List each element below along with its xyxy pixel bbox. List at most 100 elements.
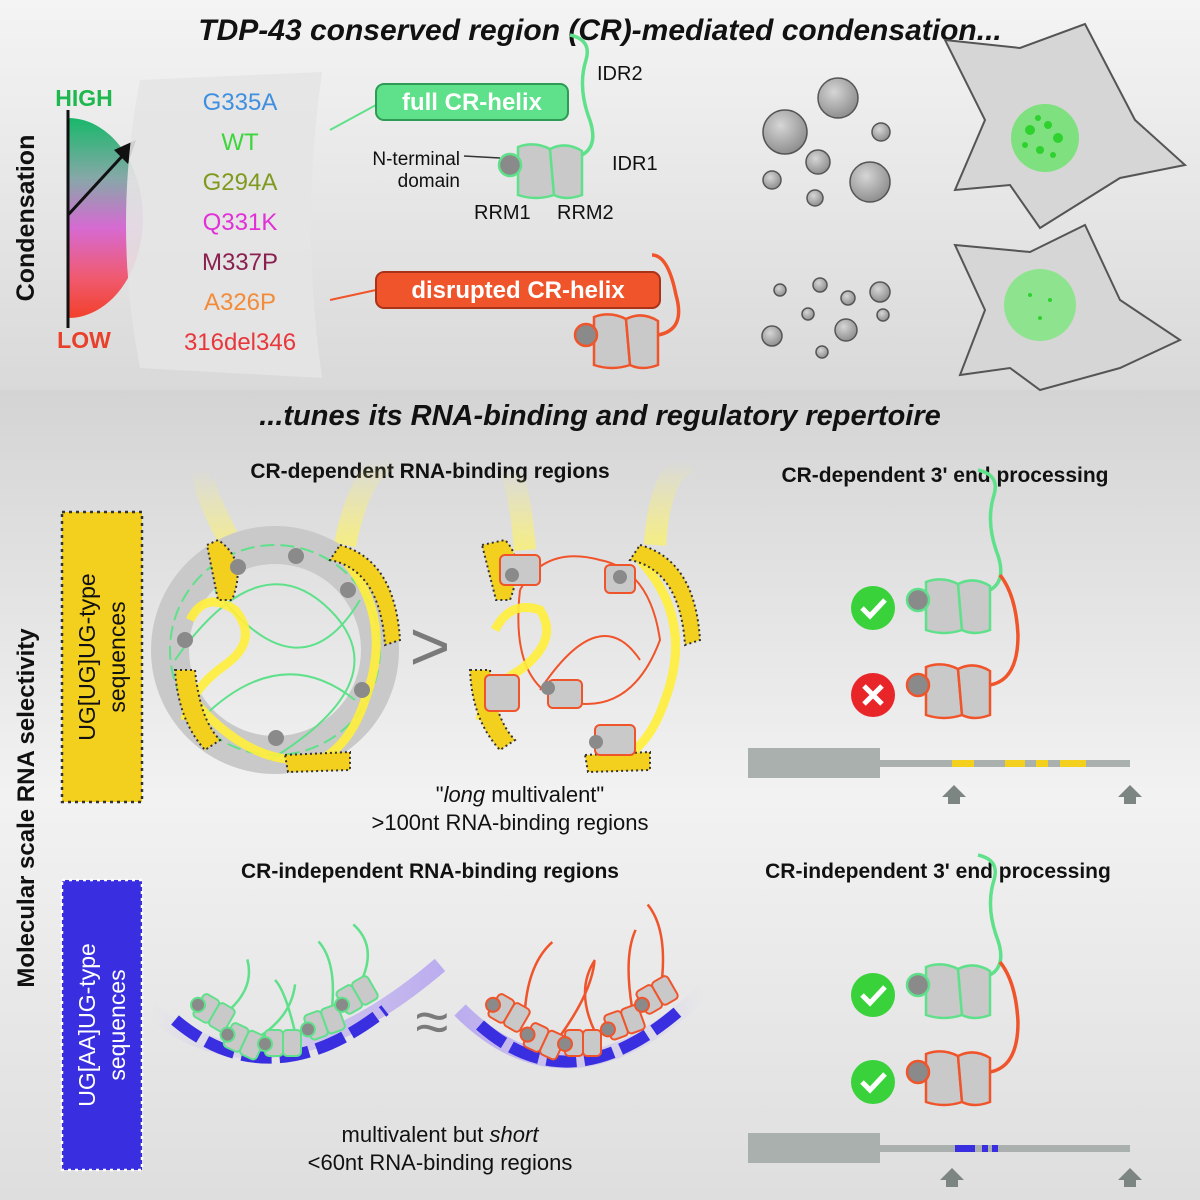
long-caption-italic: long <box>444 782 486 807</box>
focus <box>1036 146 1044 154</box>
tdp43-protein <box>905 573 1020 720</box>
ug-box-line2: sequences <box>104 601 130 712</box>
focus <box>1044 121 1052 129</box>
disrupted-connector <box>329 289 377 301</box>
ug-box-line1: UG[UG]UG-type <box>74 573 100 740</box>
full-connector <box>329 104 377 131</box>
dep-binding-title: CR-dependent RNA-binding regions <box>250 460 609 483</box>
protein-models-right <box>905 468 1020 1107</box>
full-helix-label: full CR-helix <box>402 89 543 116</box>
variant-list: G335A WT G294A Q331K M337P A326P 316del346 <box>184 89 296 356</box>
droplet <box>817 77 859 119</box>
color-wheel <box>68 118 143 318</box>
long-caption-2: >100nt RNA-binding regions <box>371 810 648 835</box>
nucleus-low <box>1004 269 1076 341</box>
condensation-axis-label: Condensation <box>12 135 40 302</box>
nterm-label-1: N-terminal <box>372 149 460 170</box>
rrm-pair <box>219 984 297 1061</box>
tdp43-protein <box>905 960 1020 1107</box>
variant-label: 316del346 <box>184 329 296 356</box>
long-caption-rest: multivalent" <box>485 782 604 807</box>
approx-symbol: ≈ <box>416 988 449 1055</box>
droplet <box>871 122 891 142</box>
idr2-label: IDR2 <box>597 63 643 85</box>
ug-box <box>60 510 144 804</box>
low-label: LOW <box>57 327 111 353</box>
nterm-label-2: domain <box>398 171 460 192</box>
focus <box>1050 152 1056 158</box>
aa-box-line1: UG[AA]UG-type <box>74 943 100 1107</box>
short-caption-2: <60nt RNA-binding regions <box>308 1150 573 1175</box>
aa-box <box>60 878 144 1172</box>
focus <box>1038 316 1042 320</box>
droplet <box>840 290 856 306</box>
disrupted-helix-label: disrupted CR-helix <box>411 277 625 304</box>
indep-binding-title: CR-independent RNA-binding regions <box>241 860 619 883</box>
pas-arrow-icon <box>942 785 966 804</box>
variant-label: Q331K <box>203 209 278 236</box>
tdp43-protein <box>497 33 595 200</box>
focus <box>1025 125 1035 135</box>
droplet <box>834 318 858 342</box>
aa-box-line2: sequences <box>104 969 130 1080</box>
rrm-pair <box>485 941 554 1033</box>
check-icon <box>851 973 895 1017</box>
rrm-pair <box>190 959 251 1033</box>
high-label: HIGH <box>55 85 113 111</box>
check-icon <box>851 586 895 630</box>
axis-arrow <box>66 150 128 217</box>
pas-arrow-icon <box>940 1168 964 1187</box>
short-caption-lead: multivalent but <box>342 1122 490 1147</box>
droplet-group <box>761 77 891 359</box>
droplet <box>876 308 890 322</box>
variant-label: M337P <box>202 249 278 276</box>
protein-models-top <box>497 33 681 370</box>
gene-model-ug <box>748 748 1142 804</box>
bottom-panel-bg <box>0 390 1200 1200</box>
variant-label: A326P <box>204 289 276 316</box>
droplet <box>806 189 824 207</box>
droplet <box>762 109 808 155</box>
focus <box>1022 142 1028 148</box>
droplet <box>761 325 783 347</box>
green-condensate <box>151 449 402 774</box>
droplet <box>849 161 891 203</box>
droplet <box>869 281 891 303</box>
rrm1-label: RRM1 <box>474 202 531 224</box>
focus <box>1028 293 1032 297</box>
rna-axis-label: Molecular scale RNA selectivity <box>13 628 40 988</box>
short-caption-italic: short <box>490 1122 540 1147</box>
top-title: TDP-43 conserved region (CR)-mediated co… <box>198 14 1001 47</box>
orange-condensate <box>468 451 702 774</box>
variant-label: G335A <box>203 89 278 116</box>
indep-processing-title: CR-independent 3' end processing <box>765 860 1111 883</box>
focus <box>1048 298 1052 302</box>
full-helix-badge <box>375 83 569 121</box>
long-caption-1: "long multivalent" <box>436 782 604 807</box>
rrm-pair <box>557 959 602 1057</box>
nterm-pointer <box>463 155 501 159</box>
greater-than-symbol: > <box>410 607 451 685</box>
rrm-pair <box>257 979 302 1057</box>
rrm-pair <box>334 923 379 1015</box>
orange-short-binding <box>454 903 711 1069</box>
pas-arrow-icon <box>1118 785 1142 804</box>
mid-title: ...tunes its RNA-binding and regulatory … <box>259 400 941 432</box>
nuclear-foci <box>1022 115 1063 320</box>
droplet <box>801 307 815 321</box>
tdp43-protein <box>905 853 1003 1020</box>
disrupted-helix-badge <box>375 271 661 309</box>
pas-arrow-icon <box>1118 1168 1142 1187</box>
variant-label: WT <box>221 129 259 156</box>
idr1-label: IDR1 <box>612 153 658 175</box>
variant-label: G294A <box>203 169 278 196</box>
droplet <box>815 345 829 359</box>
dep-processing-title: CR-dependent 3' end processing <box>781 464 1108 487</box>
rrm-pair <box>634 903 679 1015</box>
droplet <box>773 283 787 297</box>
focus <box>1053 133 1063 143</box>
tdp43-protein <box>573 253 681 370</box>
short-caption-1: multivalent but short <box>342 1122 540 1147</box>
